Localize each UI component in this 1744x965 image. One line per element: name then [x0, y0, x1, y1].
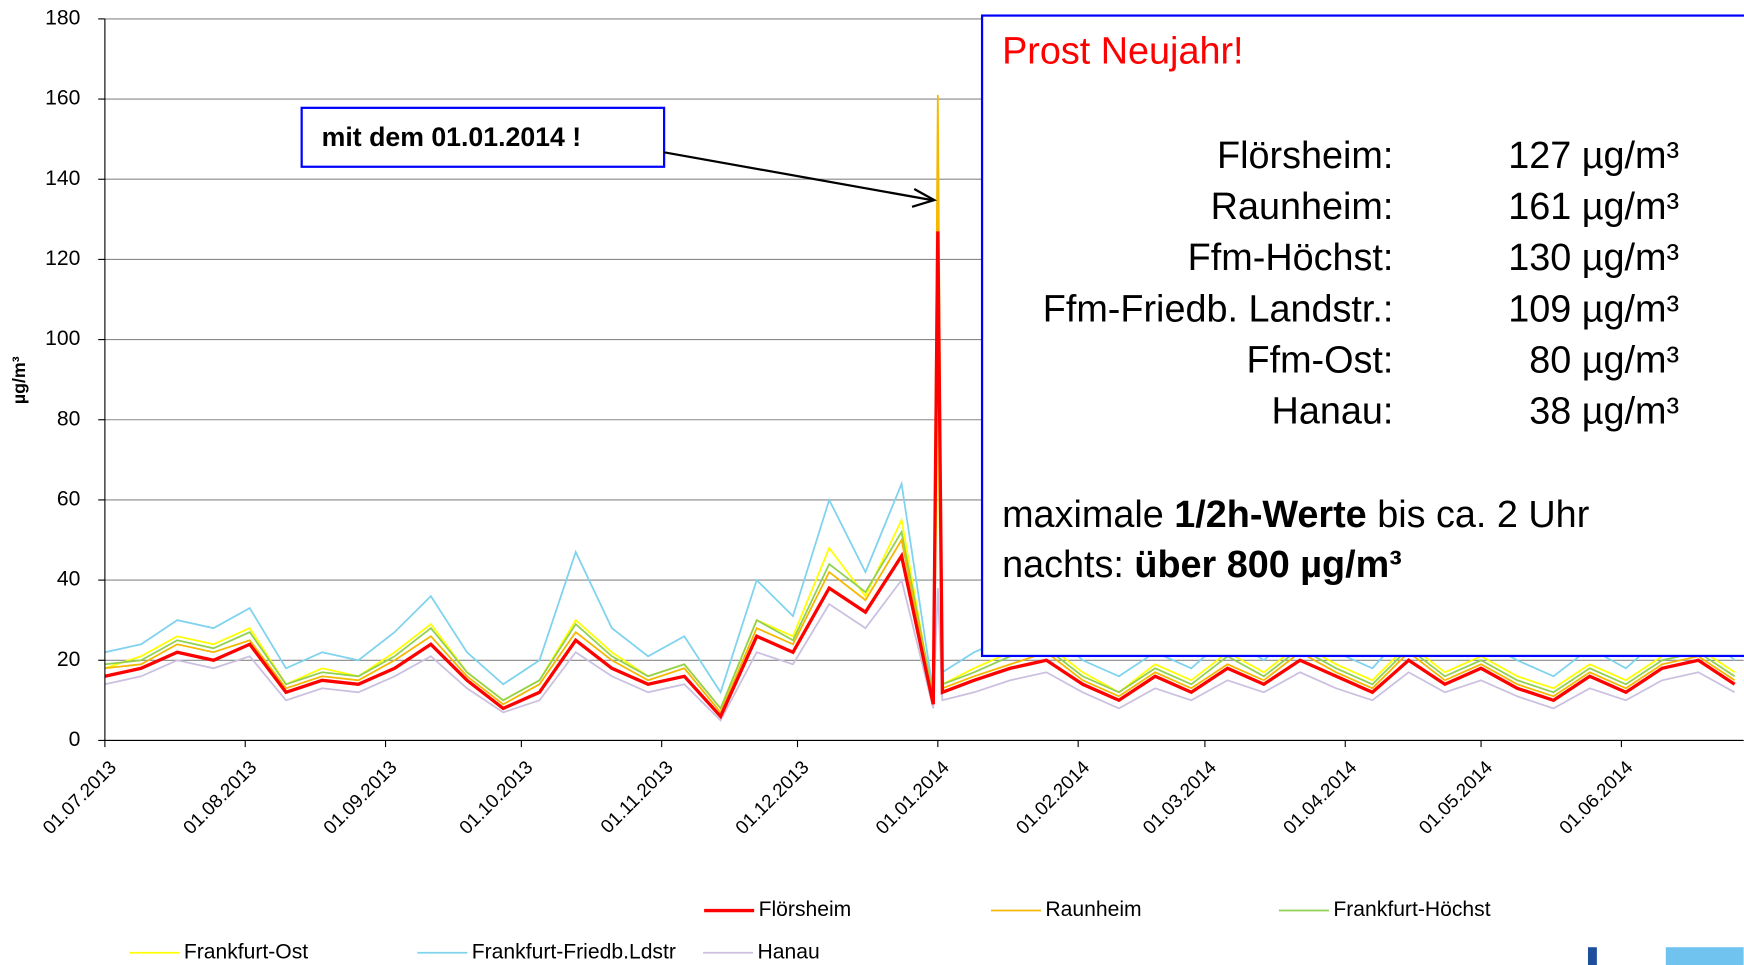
x-tick-label: 01.10.2013 [456, 757, 538, 839]
x-tick-label: 01.04.2014 [1280, 757, 1362, 839]
y-tick-label: 60 [57, 487, 80, 510]
x-tick-label: 01.11.2013 [597, 757, 678, 838]
x-tick-label: 01.09.2013 [320, 757, 402, 839]
legend-label: Flörsheim [759, 898, 852, 921]
note-part: bis ca. 2 Uhr [1367, 494, 1590, 536]
note-part: maximale [1002, 494, 1174, 536]
info-title: Prost Neujahr! [1002, 30, 1243, 72]
x-tick-label: 01.12.2013 [732, 757, 814, 839]
info-label: Ffm-Höchst: [1188, 237, 1394, 279]
series-line [104, 231, 1736, 720]
y-tick-label: 160 [45, 87, 80, 110]
y-tick-label: 140 [45, 167, 80, 190]
info-box: Prost Neujahr! maximale 1/2h-Werte bis c… [980, 14, 1744, 658]
series-lines [104, 95, 1736, 722]
note-part: über 800 µg/m³ [1134, 544, 1401, 586]
logo [1587, 947, 1597, 965]
info-note: nachts: über 800 µg/m³ [1002, 544, 1402, 586]
legend-label: Frankfurt-Friedb.Ldstr [472, 940, 676, 963]
legend-label: Raunheim [1045, 898, 1141, 921]
info-label: Flörsheim: [1217, 135, 1393, 177]
y-tick-label: 20 [57, 648, 80, 671]
legend-label: Frankfurt-Ost [184, 940, 308, 963]
logo [1665, 947, 1744, 965]
info-box-frame [980, 14, 1744, 658]
info-value: 130 µg/m³ [1508, 237, 1679, 279]
y-tick-label: 40 [57, 568, 80, 591]
note-part: 1/2h-Werte [1174, 494, 1366, 536]
info-value: 109 µg/m³ [1508, 288, 1679, 330]
info-label: Ffm-Ost: [1247, 339, 1394, 381]
legend: Flörsheim Raunheim Frankfurt-Höchst Frankfu… [129, 898, 1491, 963]
x-tick-label: 01.02.2014 [1012, 757, 1094, 839]
info-label: Hanau: [1272, 391, 1394, 433]
info-value: 161 µg/m³ [1508, 186, 1679, 228]
legend-label: Hanau [757, 940, 819, 963]
info-note: maximale 1/2h-Werte bis ca. 2 Uhr [1002, 494, 1589, 536]
annotation: mit dem 01.01.2014 ! [322, 122, 581, 152]
info-label: Raunheim: [1211, 186, 1394, 228]
y-tick-label: 180 [45, 6, 80, 29]
annotation-arrow [663, 151, 933, 202]
info-value: 80 µg/m³ [1529, 339, 1679, 381]
y-tick-label: 100 [45, 327, 80, 350]
x-tick-label: 01.06.2014 [1556, 757, 1638, 839]
info-value: 127 µg/m³ [1508, 135, 1679, 177]
info-label: Ffm-Friedb. Landstr.: [1043, 288, 1394, 330]
annotation-box [300, 106, 666, 168]
info-value: 38 µg/m³ [1529, 391, 1679, 433]
x-tick-label: 01.08.2013 [180, 757, 262, 839]
x-tick-label: 01.01.2014 [872, 757, 954, 839]
x-tick-label: 01.03.2014 [1139, 757, 1221, 839]
arrow-head [911, 188, 938, 208]
x-tick-label: 01.05.2014 [1415, 757, 1497, 839]
note-part: nachts: [1002, 544, 1134, 586]
legend-label: Frankfurt-Höchst [1333, 898, 1490, 921]
y-tick-label: 120 [45, 247, 80, 270]
y-tick-label: 80 [57, 407, 80, 430]
y-axis-label: µg/m³ [9, 356, 29, 404]
series-line [104, 578, 1736, 722]
x-tick-label: 01.07.2013 [39, 757, 121, 839]
y-tick-label: 0 [69, 728, 81, 751]
